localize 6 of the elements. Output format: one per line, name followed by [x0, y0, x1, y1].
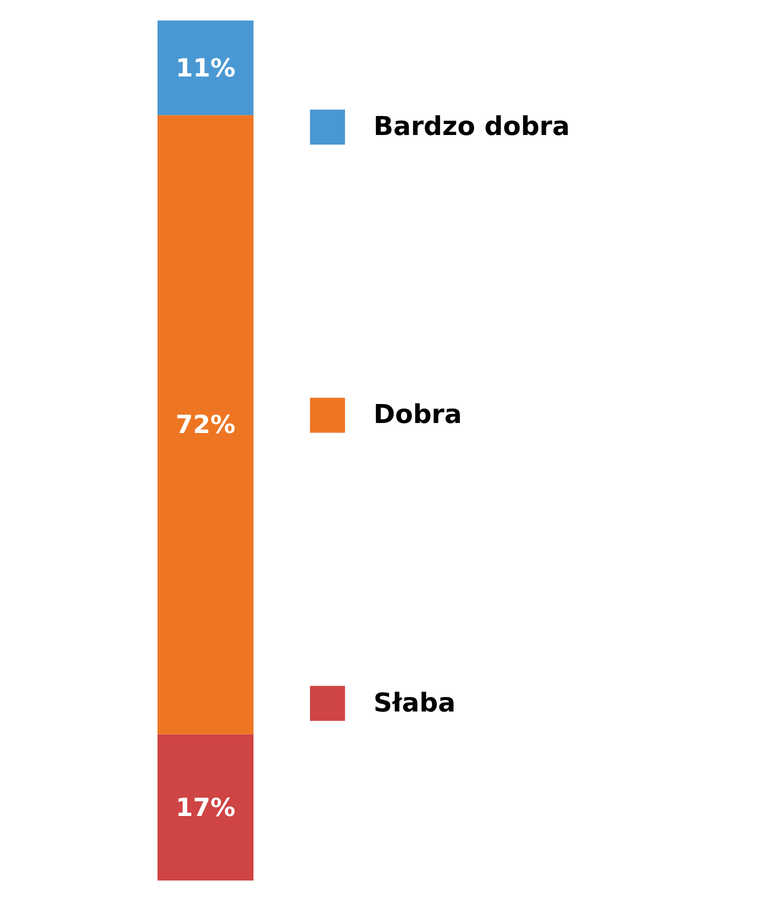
legend-label: Słaba: [374, 688, 456, 718]
data-label: 11%: [176, 53, 236, 82]
legend-label: Bardzo dobra: [374, 112, 570, 142]
data-label: 17%: [176, 792, 236, 822]
legend-label: Dobra: [374, 400, 462, 430]
data-label: 72%: [176, 410, 236, 440]
